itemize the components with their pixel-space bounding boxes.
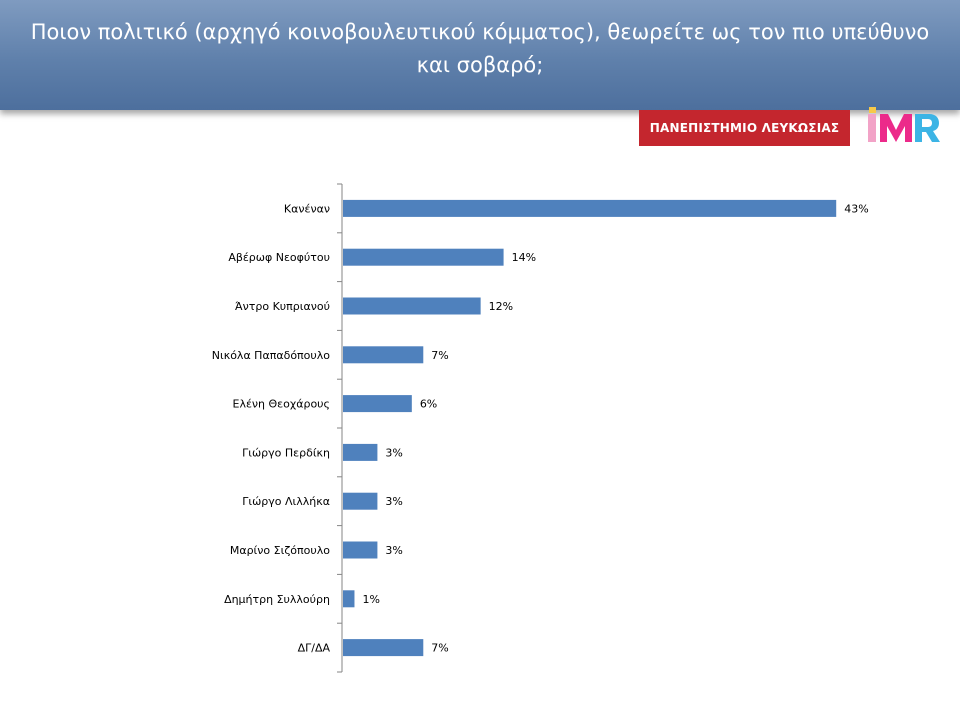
bar [343, 297, 481, 315]
category-label: Αβέρωφ Νεοφύτου [228, 251, 330, 264]
category-label: Ελένη Θεοχάρους [233, 398, 331, 411]
category-label: Δημήτρη Συλλούρη [224, 593, 330, 606]
bar [343, 199, 837, 217]
data-label: 43% [844, 202, 868, 215]
bar [343, 639, 424, 657]
data-label: 1% [362, 593, 379, 606]
bar [343, 248, 504, 266]
data-label: 7% [431, 642, 448, 655]
university-logo: ΠΑΝΕΠΙΣΤΗΜΙΟ ΛΕΥΚΩΣΙΑΣ [639, 110, 850, 146]
imr-logo [868, 107, 940, 142]
data-label: 12% [489, 300, 513, 313]
category-label: Γιώργο Λιλλήκα [242, 495, 330, 508]
category-label: ΔΓ/ΔΑ [298, 642, 331, 655]
page-title: Ποιον πολιτικό (αρχηγό κοινοβουλευτικού … [30, 20, 930, 77]
data-label: 3% [385, 446, 402, 459]
category-label: Νικόλα Παπαδόπουλο [212, 349, 331, 362]
data-label: 7% [431, 349, 448, 362]
data-label: 3% [385, 544, 402, 557]
category-label: Άντρο Κυπριανού [235, 300, 330, 313]
bar [343, 541, 378, 559]
data-label: 6% [420, 398, 437, 411]
category-label: Μαρίνο Σιζόπουλο [230, 544, 330, 557]
data-label: 14% [512, 251, 536, 264]
category-label: Γιώργο Περδίκη [242, 446, 330, 459]
bar [343, 443, 378, 461]
data-label: 3% [385, 495, 402, 508]
header-banner: Ποιον πολιτικό (αρχηγό κοινοβουλευτικού … [0, 0, 960, 110]
bar [343, 395, 412, 413]
category-label: Κανέναν [284, 202, 330, 215]
bar [343, 590, 355, 608]
bar [343, 492, 378, 510]
bar [343, 346, 424, 364]
